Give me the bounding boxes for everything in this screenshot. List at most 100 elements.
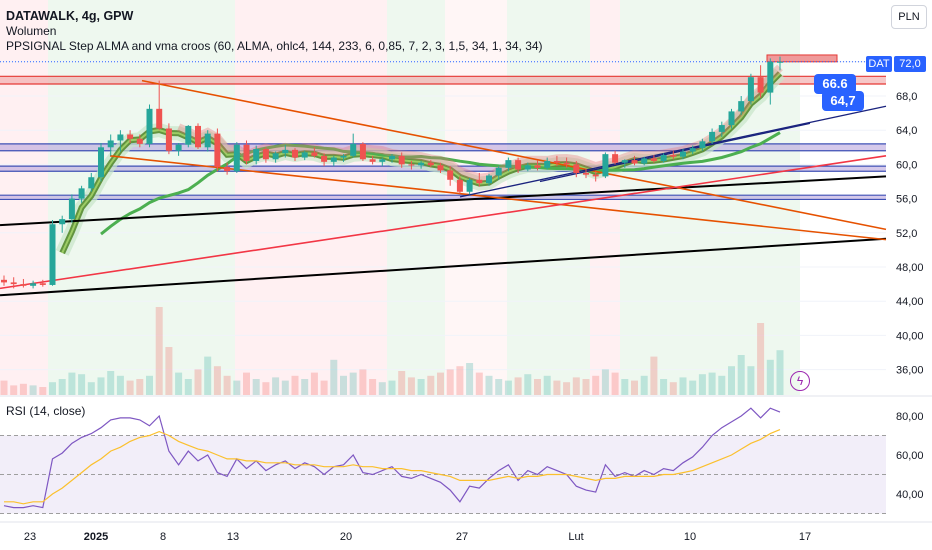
volume-bar bbox=[291, 375, 299, 395]
volume-bar bbox=[340, 375, 347, 395]
volume-bar bbox=[640, 375, 648, 395]
price-axis: 68,0 64,0 60,0 56,0 52,0 48,00 44,00 40,00 36,00… bbox=[896, 91, 924, 501]
time-tick-label: 17 bbox=[799, 531, 811, 543]
currency-button[interactable]: PLN bbox=[891, 5, 927, 29]
candle-body bbox=[612, 154, 619, 163]
volume-bar bbox=[495, 379, 503, 395]
candle-body bbox=[777, 61, 783, 63]
volume-bar bbox=[572, 377, 580, 395]
volume-bar bbox=[582, 379, 590, 395]
volume-bar bbox=[456, 366, 464, 395]
indicator-legend[interactable]: PPSIGNAL Step ALMA and vma croos (60, AL… bbox=[6, 39, 543, 53]
rsi-legend[interactable]: RSI (14, close) bbox=[6, 404, 86, 418]
candle-body bbox=[757, 77, 764, 93]
volume-bar bbox=[427, 375, 435, 395]
volume-bar bbox=[698, 374, 706, 395]
volume-bar bbox=[446, 369, 454, 395]
candle-body bbox=[321, 155, 328, 162]
candle-body bbox=[107, 140, 114, 148]
candle-body bbox=[146, 108, 153, 144]
trend-lines bbox=[0, 79, 887, 297]
candle-body bbox=[631, 160, 638, 164]
volume-bar bbox=[213, 366, 221, 395]
time-tick-label: 23 bbox=[24, 531, 36, 543]
candle-body bbox=[699, 141, 706, 149]
candle-body bbox=[59, 219, 66, 225]
candle-body bbox=[359, 143, 366, 160]
volume-bar bbox=[243, 372, 250, 395]
volume-bar bbox=[116, 375, 124, 395]
volume-bar bbox=[466, 363, 474, 395]
volume-bar bbox=[407, 377, 415, 395]
candle-body bbox=[301, 152, 308, 158]
candle-body bbox=[709, 131, 716, 142]
candle-body bbox=[20, 284, 27, 286]
volume-bar bbox=[563, 382, 571, 395]
volume-bar bbox=[126, 380, 134, 395]
candle-body bbox=[602, 154, 609, 177]
candle-body bbox=[379, 159, 386, 162]
volume-bar bbox=[349, 372, 357, 395]
volume-bar bbox=[10, 385, 18, 395]
volume-bar bbox=[68, 372, 76, 395]
symbol-price-tag: DAT bbox=[866, 56, 892, 72]
candle-body bbox=[650, 158, 657, 161]
volume-bar bbox=[718, 375, 726, 395]
volume-bar bbox=[359, 369, 367, 395]
candle-body bbox=[369, 159, 376, 162]
volume-bar bbox=[58, 379, 66, 395]
time-tick-label: 2025 bbox=[84, 531, 108, 543]
volume-bar bbox=[136, 379, 144, 395]
candle-body bbox=[728, 111, 735, 126]
volume-bar bbox=[534, 379, 541, 395]
rsi-pane bbox=[0, 395, 932, 514]
candle-body bbox=[466, 179, 473, 192]
candle-body bbox=[330, 157, 337, 162]
candle-body bbox=[68, 198, 75, 220]
volume-bar bbox=[437, 372, 444, 395]
symbol-title[interactable]: DATAWALK, 4g, GPW bbox=[6, 9, 134, 23]
candle-body bbox=[680, 151, 686, 157]
candle-body bbox=[427, 162, 434, 166]
candle-body bbox=[98, 147, 104, 178]
candle-body bbox=[544, 160, 551, 168]
volume-legend[interactable]: Wolumen bbox=[6, 24, 57, 38]
volume-bar bbox=[475, 372, 483, 395]
candle-body bbox=[214, 133, 221, 167]
candle-body bbox=[563, 162, 570, 165]
volume-bar bbox=[689, 380, 697, 395]
zone-band bbox=[0, 76, 886, 85]
volume-bar bbox=[611, 372, 619, 395]
volume-bar bbox=[310, 372, 318, 395]
volume-bar bbox=[0, 380, 8, 395]
volume-bar bbox=[369, 379, 377, 395]
time-tick-label: 13 bbox=[227, 531, 239, 543]
rsi-tick-label: 40,00 bbox=[896, 489, 924, 501]
candle-body bbox=[127, 134, 134, 139]
volume-bar bbox=[204, 356, 212, 395]
candles bbox=[1, 56, 783, 289]
candle-body bbox=[689, 148, 696, 152]
price-tick-label: 60,0 bbox=[896, 159, 917, 171]
volume-bar bbox=[97, 377, 105, 395]
time-tick-label: 8 bbox=[160, 531, 166, 543]
volume-bar bbox=[29, 385, 37, 395]
volume-bar bbox=[262, 382, 270, 395]
time-axis: 23 2025 8 13 20 27 Lut 10 17 bbox=[0, 521, 932, 543]
volume-bar bbox=[553, 380, 561, 395]
volume-bar bbox=[708, 372, 716, 395]
last-price-label: 72,0 bbox=[894, 56, 926, 72]
volume-bar bbox=[757, 323, 765, 395]
candle-body bbox=[185, 125, 192, 145]
volume-bar bbox=[679, 377, 687, 395]
rsi-line bbox=[3, 407, 781, 509]
time-tick-label: 27 bbox=[456, 531, 468, 543]
candle-body bbox=[583, 172, 589, 175]
volume-bar bbox=[272, 377, 280, 395]
bolt-icon[interactable]: ϟ bbox=[790, 371, 810, 391]
candle-body bbox=[39, 283, 46, 285]
volume-bar bbox=[417, 379, 425, 395]
volume-bar bbox=[233, 380, 241, 395]
candle-body bbox=[78, 188, 85, 199]
